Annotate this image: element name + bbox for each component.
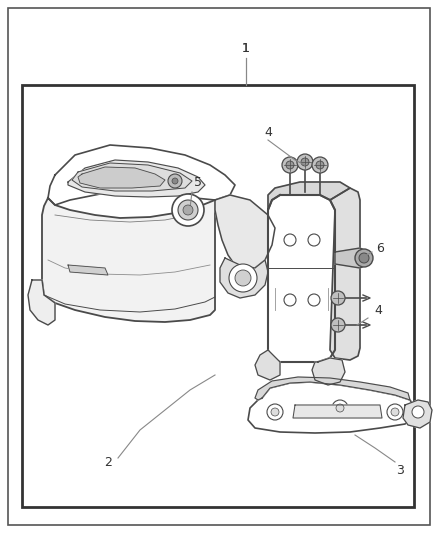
Circle shape xyxy=(172,178,178,184)
Circle shape xyxy=(301,158,309,166)
Polygon shape xyxy=(42,198,215,322)
Polygon shape xyxy=(68,265,108,275)
Polygon shape xyxy=(48,145,235,205)
Circle shape xyxy=(178,200,198,220)
Circle shape xyxy=(284,294,296,306)
Circle shape xyxy=(267,404,283,420)
Circle shape xyxy=(286,161,294,169)
Circle shape xyxy=(168,174,182,188)
Circle shape xyxy=(332,400,348,416)
Circle shape xyxy=(235,270,251,286)
Bar xyxy=(22,85,414,507)
Polygon shape xyxy=(28,280,55,325)
Text: 1: 1 xyxy=(242,42,250,54)
Polygon shape xyxy=(335,248,370,268)
Circle shape xyxy=(359,253,369,263)
Circle shape xyxy=(331,291,345,305)
Polygon shape xyxy=(268,182,350,210)
Text: 4: 4 xyxy=(264,125,272,139)
Circle shape xyxy=(387,404,403,420)
Circle shape xyxy=(284,234,296,246)
Polygon shape xyxy=(215,195,275,270)
Polygon shape xyxy=(255,350,280,380)
Circle shape xyxy=(183,205,193,215)
Polygon shape xyxy=(268,195,335,362)
Polygon shape xyxy=(78,167,165,188)
Circle shape xyxy=(282,157,298,173)
Circle shape xyxy=(271,408,279,416)
Polygon shape xyxy=(255,377,410,400)
Text: 1: 1 xyxy=(242,42,250,54)
Text: 6: 6 xyxy=(376,241,384,254)
Circle shape xyxy=(308,234,320,246)
Circle shape xyxy=(229,264,257,292)
Circle shape xyxy=(172,194,204,226)
Text: 2: 2 xyxy=(104,456,112,469)
Text: 5: 5 xyxy=(194,175,202,189)
Polygon shape xyxy=(68,160,205,197)
Polygon shape xyxy=(293,405,382,418)
Circle shape xyxy=(412,406,424,418)
Circle shape xyxy=(297,154,313,170)
Circle shape xyxy=(331,318,345,332)
Polygon shape xyxy=(72,163,192,191)
Text: 4: 4 xyxy=(374,303,382,317)
Polygon shape xyxy=(248,382,415,433)
Circle shape xyxy=(355,249,373,267)
Circle shape xyxy=(308,294,320,306)
Circle shape xyxy=(312,157,328,173)
Polygon shape xyxy=(312,358,345,385)
Text: 3: 3 xyxy=(396,464,404,477)
Polygon shape xyxy=(330,188,360,360)
Polygon shape xyxy=(220,258,268,298)
Circle shape xyxy=(316,161,324,169)
Polygon shape xyxy=(403,400,432,428)
Circle shape xyxy=(391,408,399,416)
Circle shape xyxy=(336,404,344,412)
